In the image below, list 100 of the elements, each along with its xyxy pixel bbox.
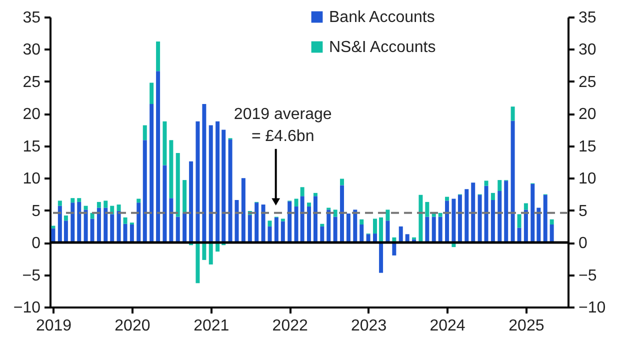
annotation: 2019 average = £4.6bn	[234, 106, 332, 145]
bar	[300, 196, 304, 243]
bar	[372, 218, 377, 234]
bar	[464, 189, 469, 243]
bar	[58, 206, 62, 243]
bar	[84, 210, 88, 243]
bar	[294, 206, 298, 243]
bar	[307, 206, 311, 243]
bar	[248, 214, 252, 243]
bar	[142, 140, 147, 243]
bar	[222, 130, 226, 243]
bar	[471, 182, 476, 243]
bar	[294, 198, 298, 206]
bar	[379, 242, 384, 273]
bar	[550, 219, 554, 225]
bar	[116, 204, 121, 211]
bar	[274, 217, 278, 243]
bar	[70, 202, 75, 243]
y-tick-label: 20	[22, 106, 41, 124]
y-tick-label: 35	[22, 10, 41, 26]
y2-tick-label: 5	[578, 202, 588, 220]
bar	[320, 226, 324, 243]
bar	[490, 200, 495, 243]
bar	[136, 198, 141, 203]
bar	[96, 208, 101, 243]
bar	[386, 220, 390, 243]
x-tick-label: 2021	[194, 318, 230, 334]
bar	[84, 206, 88, 210]
bar	[51, 228, 56, 243]
bar	[543, 194, 548, 243]
bar	[438, 216, 442, 243]
bar	[346, 214, 350, 243]
bar	[490, 192, 495, 200]
bar	[228, 139, 232, 243]
bar	[536, 208, 541, 243]
bar	[360, 224, 364, 243]
bar	[484, 186, 488, 243]
bar	[104, 200, 108, 208]
bar	[208, 242, 213, 264]
bar	[182, 180, 187, 213]
x-tick-label: 2023	[351, 318, 387, 334]
x-tick-label: 2022	[272, 318, 308, 334]
bar	[268, 226, 272, 243]
bar	[353, 210, 358, 243]
bar	[123, 217, 128, 224]
bar	[208, 125, 213, 243]
y-tick-label: 0	[32, 235, 41, 252]
bar	[150, 104, 154, 243]
bar	[116, 210, 121, 243]
bar	[130, 224, 134, 243]
bar	[162, 121, 167, 166]
x-tick-label: 2024	[430, 318, 466, 334]
bar	[241, 178, 246, 243]
y2-tick-label: 10	[578, 170, 596, 188]
y-tick-label: 5	[32, 202, 41, 220]
bar	[524, 203, 528, 210]
x-tick-label: 2025	[508, 318, 544, 334]
bar	[196, 242, 200, 284]
bar	[64, 215, 68, 221]
bar	[150, 82, 154, 104]
x-tick-label: 2020	[114, 318, 150, 334]
bar	[386, 210, 390, 221]
bar	[216, 121, 220, 243]
bar	[268, 220, 272, 226]
bar	[379, 217, 384, 243]
bar	[123, 224, 128, 243]
bar	[432, 216, 436, 243]
bar	[202, 104, 206, 243]
y2-tick-label: 25	[578, 74, 596, 91]
bar	[498, 180, 502, 191]
bar	[445, 200, 450, 243]
bar	[425, 216, 430, 243]
bar	[438, 212, 442, 217]
bar	[176, 152, 180, 217]
bar	[189, 161, 194, 243]
bar	[280, 221, 285, 243]
bar	[340, 185, 344, 243]
bar	[70, 198, 75, 203]
y-tick-label: 25	[22, 74, 41, 91]
y2-tick-label: 30	[578, 42, 596, 59]
y2-tick-label: −5	[578, 267, 597, 284]
bar	[313, 196, 318, 243]
bar	[64, 220, 68, 243]
bar	[77, 202, 82, 243]
bar	[326, 210, 331, 243]
bar	[77, 198, 82, 202]
y-tick-label: −5	[22, 267, 41, 284]
bar	[333, 210, 338, 217]
bar	[288, 201, 292, 243]
bar	[313, 192, 318, 196]
y-tick-label: 30	[22, 42, 41, 59]
bar	[280, 218, 285, 222]
bar	[51, 226, 56, 228]
y2-tick-label: 20	[578, 106, 596, 124]
bar	[182, 212, 187, 243]
y-tick-label: −10	[13, 300, 41, 316]
bar	[58, 200, 62, 206]
y2-tick-label: 15	[578, 138, 596, 156]
legend-label: NS&I Accounts	[329, 39, 436, 56]
bar	[398, 226, 403, 243]
